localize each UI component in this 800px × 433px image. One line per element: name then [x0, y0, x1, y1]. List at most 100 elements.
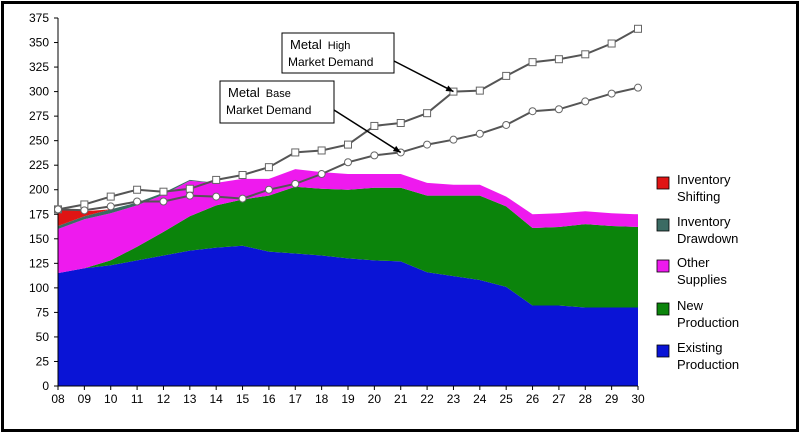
- legend-label: Inventory: [677, 172, 731, 187]
- y-tick-label: 100: [29, 281, 49, 295]
- y-tick-label: 0: [42, 379, 49, 393]
- callout-arrowhead: [445, 85, 454, 92]
- y-tick-label: 300: [29, 85, 49, 99]
- marker-circle: [185, 191, 194, 200]
- x-tick-label: 15: [236, 392, 250, 406]
- legend-swatch: [656, 176, 670, 190]
- legend-label: Shifting: [677, 189, 720, 204]
- callout-arrow: [393, 60, 454, 93]
- marker-square: [423, 109, 432, 118]
- x-tick-label: 21: [394, 392, 408, 406]
- callouts: Metal High Market Demand Metal Base Market De…: [219, 32, 454, 154]
- legend-swatch: [656, 218, 670, 232]
- legend-swatch: [656, 344, 670, 358]
- y-tick-label: 225: [29, 158, 49, 172]
- legend-item-inventory-shifting: Inventory Shifting: [656, 172, 731, 204]
- marker-square: [581, 50, 590, 59]
- legend-label: Other: [677, 255, 710, 270]
- y-tick-label: 275: [29, 109, 49, 123]
- x-tick-label: 22: [420, 392, 434, 406]
- legend-label: Production: [677, 315, 739, 330]
- marker-square: [634, 24, 642, 33]
- marker-circle: [475, 129, 484, 138]
- callout-metal-high-market-demand: Metal High Market Demand: [281, 32, 454, 93]
- legend-swatch: [656, 302, 670, 316]
- x-tick-label: 24: [473, 392, 487, 406]
- x-tick-label: 11: [131, 392, 144, 406]
- marker-circle: [423, 140, 432, 149]
- marker-square: [502, 71, 511, 80]
- marker-circle: [581, 97, 590, 106]
- legend-item-inventory-drawdown: Inventory Drawdown: [656, 214, 738, 246]
- y-tick-label: 350: [29, 36, 49, 50]
- legend-label: Drawdown: [677, 231, 738, 246]
- marker-circle: [449, 135, 458, 144]
- x-tick-label: 26: [526, 392, 540, 406]
- marker-circle: [212, 192, 221, 201]
- y-tick-label: 125: [29, 256, 49, 270]
- y-tick-label: 150: [29, 232, 49, 246]
- x-tick-label: 08: [51, 392, 65, 406]
- marker-circle: [80, 206, 89, 215]
- callout-box: [281, 32, 395, 74]
- legend-item-existing-production: Existing Production: [656, 340, 739, 372]
- marker-square: [317, 146, 326, 155]
- callout-arrow: [333, 109, 402, 154]
- marker-square: [291, 148, 300, 157]
- callout-subtitle: Market Demand: [288, 55, 373, 69]
- marker-circle: [238, 194, 247, 203]
- marker-circle: [502, 120, 511, 129]
- marker-square: [528, 58, 537, 67]
- marker-square: [396, 119, 405, 128]
- marker-square: [212, 175, 221, 184]
- y-tick-label: 75: [36, 305, 50, 319]
- callout-subtitle: Market Demand: [226, 103, 311, 117]
- x-tick-label: 13: [183, 392, 197, 406]
- marker-circle: [159, 197, 168, 206]
- marker-circle: [317, 170, 326, 179]
- x-tick-label: 29: [605, 392, 619, 406]
- x-tick-label: 18: [315, 392, 329, 406]
- marker-square: [185, 184, 194, 193]
- legend-label: New: [677, 298, 704, 313]
- marker-circle: [370, 151, 379, 160]
- marker-circle: [133, 197, 142, 206]
- marker-circle: [291, 179, 300, 188]
- callout-arrowhead: [392, 145, 401, 153]
- legend-label: Production: [677, 357, 739, 372]
- marker-circle: [54, 205, 62, 214]
- callout-word-1: Metal: [290, 37, 322, 52]
- y-tick-label: 375: [29, 11, 49, 25]
- x-tick-label: 20: [368, 392, 382, 406]
- callout-word-2: High: [328, 40, 351, 52]
- callout-box: [219, 80, 335, 124]
- callout-word-1: Metal: [228, 85, 260, 100]
- x-tick-label: 10: [104, 392, 118, 406]
- marker-square: [554, 55, 563, 64]
- x-tick-label: 09: [78, 392, 92, 406]
- marker-square: [159, 187, 168, 196]
- marker-square: [238, 171, 247, 180]
- callout-title: Metal Base: [228, 85, 291, 100]
- x-tick-label: 30: [631, 392, 645, 406]
- marker-square: [370, 121, 379, 130]
- area-existing-production: [58, 245, 638, 386]
- x-tick-label: 17: [289, 392, 303, 406]
- x-tick-label: 14: [210, 392, 224, 406]
- legend-label: Supplies: [677, 272, 727, 287]
- y-tick-label: 250: [29, 134, 49, 148]
- x-tick-label: 19: [341, 392, 355, 406]
- marker-circle: [264, 185, 273, 194]
- marker-circle: [106, 202, 115, 211]
- marker-circle: [634, 83, 642, 92]
- legend-label: Existing: [677, 340, 723, 355]
- x-tick-label: 25: [500, 392, 514, 406]
- x-tick-label: 23: [447, 392, 461, 406]
- callout-title: Metal High: [290, 37, 350, 52]
- axes: 0 25 50 75 100 125 150 175 200 225 250 275 300 325 350…: [29, 11, 645, 406]
- y-tick-label: 50: [36, 330, 50, 344]
- y-tick-label: 325: [29, 60, 49, 74]
- y-tick-label: 25: [36, 354, 50, 368]
- marker-square: [133, 185, 142, 194]
